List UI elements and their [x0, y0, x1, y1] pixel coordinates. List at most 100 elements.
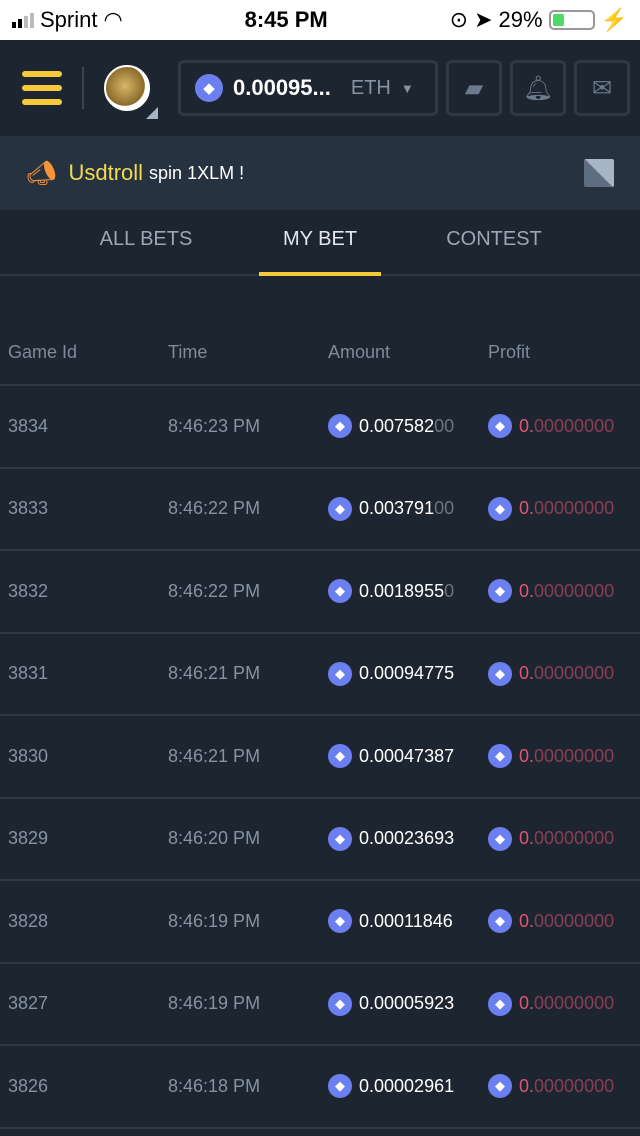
eth-icon: ◆	[488, 1074, 512, 1099]
eth-icon: ◆	[328, 496, 352, 521]
profit-value: 0.	[519, 745, 535, 766]
bet-tabs: ALL BETS MY BET CONTEST	[0, 210, 640, 276]
announcement-user[interactable]: Usdtroll	[68, 160, 144, 185]
collapse-icon[interactable]	[584, 159, 614, 187]
game-id: 3828	[8, 910, 49, 931]
profit-tail: 00000000	[534, 415, 615, 436]
game-id: 3829	[8, 828, 49, 849]
table-row[interactable]: 3831 8:46:21 PM ◆ 0.00094775 ◆ 0.00000000	[0, 634, 640, 716]
table-row[interactable]: 3834 8:46:23 PM ◆ 0.00758200 ◆ 0.00000000	[0, 386, 640, 469]
eth-icon: ◆	[488, 909, 512, 934]
balance-selector[interactable]: ◆ 0.00095... ETH ▼	[178, 60, 438, 116]
signal-icon	[12, 12, 34, 28]
column-header: Profit	[488, 341, 531, 362]
tab-all-bets[interactable]: ALL BETS	[99, 228, 193, 250]
bet-amount: ◆ 0.00379100	[320, 496, 480, 521]
profit-value: 0.	[519, 993, 535, 1014]
eth-icon: ◆	[488, 414, 512, 439]
battery-percent: 29%	[498, 7, 543, 32]
tab-my-bet[interactable]: MY BET	[259, 210, 381, 276]
profit-tail: 00000000	[534, 828, 615, 849]
amount-value: 0.0018955	[359, 580, 445, 601]
profit-value: 0.	[519, 580, 535, 601]
column-header: Game Id	[8, 341, 78, 362]
wallet-button[interactable]: ▰	[446, 60, 502, 116]
chevron-down-icon: ▼	[400, 80, 414, 96]
menu-icon[interactable]	[22, 71, 62, 105]
table-row[interactable]: 3829 8:46:20 PM ◆ 0.00023693 ◆ 0.00000000	[0, 799, 640, 881]
currency-label: ETH	[350, 76, 391, 99]
announcement-message: spin 1XLM !	[149, 162, 245, 183]
bet-profit: ◆ 0.00000000	[480, 1074, 640, 1099]
eth-icon: ◆	[328, 991, 352, 1016]
eth-icon: ◆	[328, 579, 352, 604]
bet-time: 8:46:23 PM	[168, 415, 261, 436]
amount-value: 0.00002961	[359, 1075, 455, 1096]
profit-value: 0.	[519, 415, 535, 436]
amount-value: 0.00094775	[359, 663, 455, 684]
mail-icon: ✉	[591, 74, 613, 102]
eth-icon: ◆	[328, 744, 352, 769]
bet-amount: ◆ 0.00094775	[320, 661, 480, 686]
status-bar: Sprint ◠ 8:45 PM ⊙ ➤ 29% ⚡	[0, 0, 640, 40]
eth-icon: ◆	[488, 496, 512, 521]
bet-amount: ◆ 0.00011846	[320, 909, 480, 934]
profit-tail: 00000000	[534, 1075, 615, 1096]
bets-table: Game Id Time Amount Profit 3834 8:46:23 …	[0, 320, 640, 1129]
amount-value: 0.00047387	[359, 745, 455, 766]
column-header: Time	[168, 341, 208, 362]
clock: 8:45 PM	[244, 7, 328, 32]
eth-icon: ◆	[328, 909, 352, 934]
eth-icon: ◆	[488, 661, 512, 686]
amount-value: 0.00023693	[359, 828, 455, 849]
table-row[interactable]: 3826 8:46:18 PM ◆ 0.00002961 ◆ 0.00000000	[0, 1046, 640, 1129]
bell-icon: 🔔︎	[522, 74, 554, 102]
bet-profit: ◆ 0.00000000	[480, 909, 640, 934]
table-row[interactable]: 3828 8:46:19 PM ◆ 0.00011846 ◆ 0.00000000	[0, 881, 640, 964]
bet-profit: ◆ 0.00000000	[480, 414, 640, 439]
eth-icon: ◆	[328, 414, 352, 439]
table-row[interactable]: 3830 8:46:21 PM ◆ 0.00047387 ◆ 0.00000000	[0, 716, 640, 799]
eth-icon: ◆	[328, 661, 352, 686]
game-id: 3830	[8, 745, 49, 766]
column-header: Amount	[328, 341, 391, 362]
location-icon: ➤	[474, 7, 493, 32]
bet-profit: ◆ 0.00000000	[480, 991, 640, 1016]
eth-icon: ◆	[488, 579, 512, 604]
amount-value: 0.00005923	[359, 993, 455, 1014]
bet-profit: ◆ 0.00000000	[480, 661, 640, 686]
table-row[interactable]: 3827 8:46:19 PM ◆ 0.00005923 ◆ 0.00000000	[0, 964, 640, 1046]
bet-time: 8:46:19 PM	[168, 993, 261, 1014]
bet-amount: ◆ 0.00002961	[320, 1074, 480, 1099]
profit-tail: 00000000	[534, 910, 615, 931]
eth-icon: ◆	[328, 1074, 352, 1099]
profit-value: 0.	[519, 910, 535, 931]
bet-time: 8:46:20 PM	[168, 828, 261, 849]
table-row[interactable]: 3833 8:46:22 PM ◆ 0.00379100 ◆ 0.00000000	[0, 469, 640, 551]
bet-time: 8:46:21 PM	[168, 663, 261, 684]
eth-icon: ◆	[328, 826, 352, 851]
avatar[interactable]	[104, 65, 158, 119]
game-id: 3834	[8, 415, 49, 436]
profit-value: 0.	[519, 498, 535, 519]
amount-value: 0.00011846	[359, 910, 453, 931]
tab-contest[interactable]: CONTEST	[446, 228, 542, 250]
rotation-lock-icon: ⊙	[449, 7, 469, 32]
amount-tail: 00	[434, 415, 455, 436]
profit-value: 0.	[519, 1075, 535, 1096]
profit-tail: 00000000	[534, 580, 615, 601]
bet-amount: ◆ 0.00047387	[320, 744, 480, 769]
table-header: Game Id Time Amount Profit	[0, 320, 640, 386]
divider	[82, 67, 84, 109]
amount-value: 0.003791	[359, 498, 435, 519]
amount-tail: 00	[434, 498, 455, 519]
balance-value: 0.00095...	[233, 75, 331, 100]
profit-value: 0.	[519, 828, 535, 849]
table-row[interactable]: 3832 8:46:22 PM ◆ 0.00189550 ◆ 0.00000000	[0, 551, 640, 634]
bet-amount: ◆ 0.00189550	[320, 579, 480, 604]
profit-tail: 00000000	[534, 745, 615, 766]
messages-button[interactable]: ✉	[574, 60, 630, 116]
game-id: 3826	[8, 1075, 49, 1096]
bet-profit: ◆ 0.00000000	[480, 579, 640, 604]
notifications-button[interactable]: 🔔︎	[510, 60, 566, 116]
